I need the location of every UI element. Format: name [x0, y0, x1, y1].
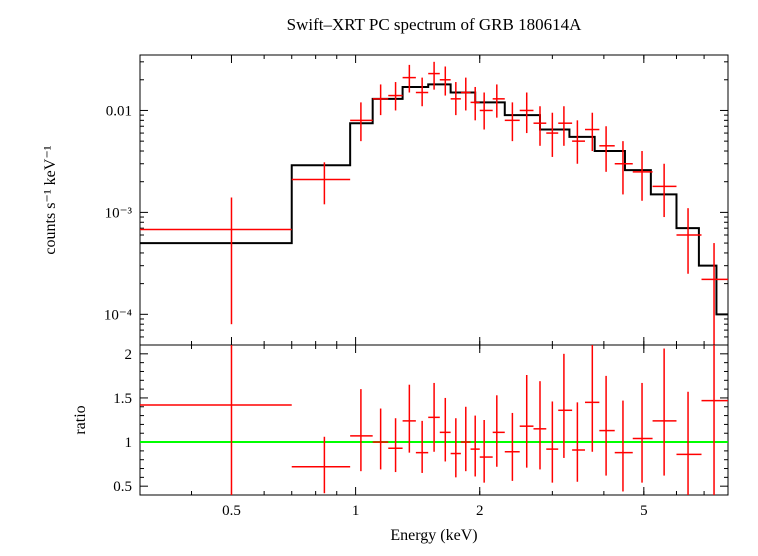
chart-svg: 10⁻⁴ 10⁻³ 0.01 0.5 1 2 5 0.5 1 1.5 2 Swift–XRT PC s…	[0, 0, 758, 556]
svg-text:0.5: 0.5	[222, 503, 241, 519]
svg-text:2: 2	[476, 503, 484, 519]
svg-text:1: 1	[352, 503, 360, 519]
svg-text:5: 5	[640, 503, 648, 519]
svg-text:2: 2	[125, 347, 133, 363]
y-axis-label-bot: ratio	[72, 405, 89, 434]
svg-text:10⁻³: 10⁻³	[105, 205, 133, 221]
svg-text:10⁻⁴: 10⁻⁴	[104, 307, 132, 323]
svg-text:1.5: 1.5	[113, 391, 132, 407]
x-axis-label: Energy (keV)	[390, 527, 477, 544]
spectrum-chart: 10⁻⁴ 10⁻³ 0.01 0.5 1 2 5 0.5 1 1.5 2 Swift–XRT PC s…	[0, 0, 758, 556]
y-axis-label-top: counts s⁻¹ keV⁻¹	[42, 145, 59, 254]
svg-text:1: 1	[125, 435, 133, 451]
chart-title: Swift–XRT PC spectrum of GRB 180614A	[287, 15, 582, 34]
svg-text:0.01: 0.01	[106, 103, 132, 119]
svg-text:0.5: 0.5	[113, 479, 132, 495]
